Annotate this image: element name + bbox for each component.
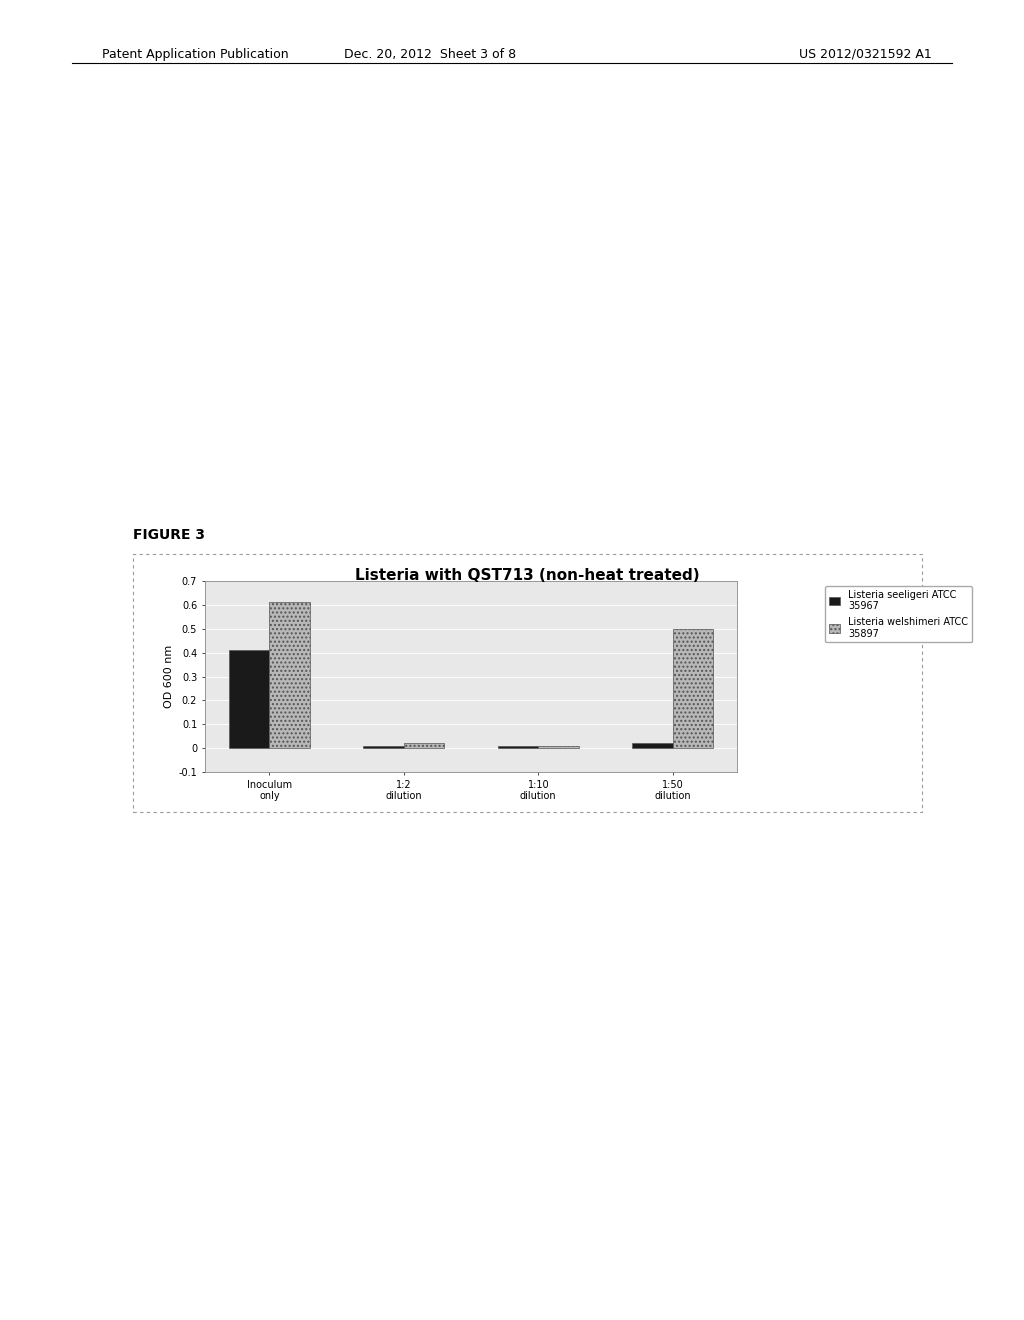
Bar: [539, 746, 579, 748]
Bar: [364, 746, 403, 748]
Text: FIGURE 3: FIGURE 3: [133, 528, 205, 543]
Bar: [673, 628, 713, 748]
Bar: [498, 746, 539, 748]
Text: Patent Application Publication: Patent Application Publication: [102, 48, 289, 61]
Bar: [229, 651, 269, 748]
Y-axis label: OD 600 nm: OD 600 nm: [164, 645, 174, 708]
Text: Dec. 20, 2012  Sheet 3 of 8: Dec. 20, 2012 Sheet 3 of 8: [344, 48, 516, 61]
Text: US 2012/0321592 A1: US 2012/0321592 A1: [799, 48, 932, 61]
Bar: [269, 602, 309, 748]
Legend: Listeria seeligeri ATCC
35967, Listeria welshimeri ATCC
35897: Listeria seeligeri ATCC 35967, Listeria …: [824, 586, 972, 643]
Text: Listeria with QST713 (non-heat treated): Listeria with QST713 (non-heat treated): [355, 568, 699, 582]
Bar: [633, 743, 673, 748]
Bar: [403, 743, 444, 748]
